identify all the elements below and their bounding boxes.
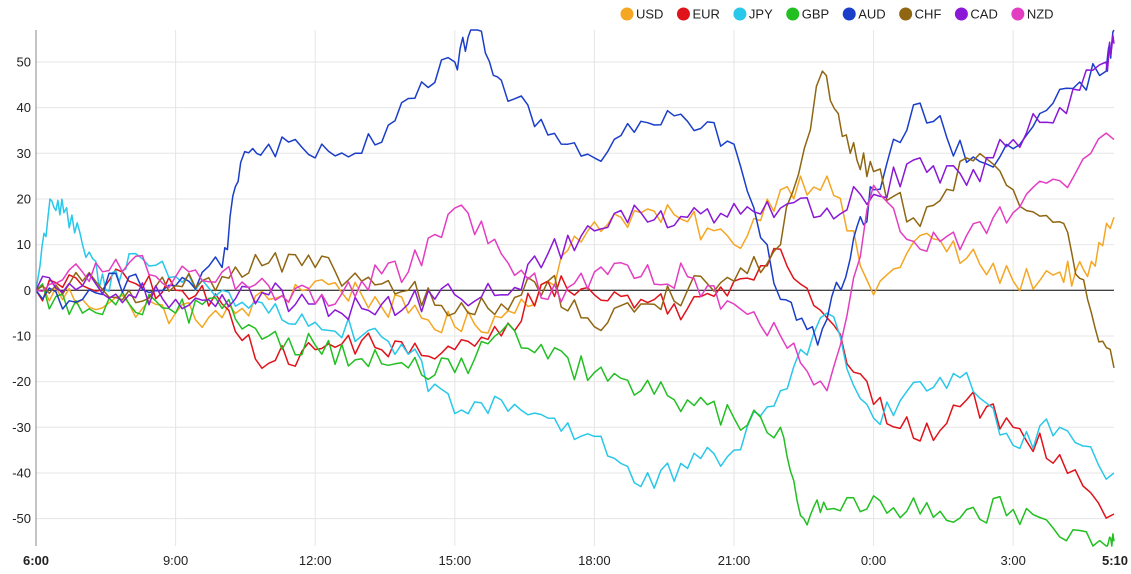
y-tick-label: -10 [12, 328, 31, 343]
y-tick-label: 0 [24, 283, 31, 298]
x-tick-label: 0:00 [861, 553, 886, 568]
legend[interactable]: USD EUR JPY GBP AUD CHF CAD NZD [620, 7, 1054, 22]
y-tick-label: 30 [17, 146, 31, 161]
y-tick-label: -20 [12, 374, 31, 389]
legend-label: AUD [858, 7, 885, 22]
series-line-nzd [35, 132, 1115, 392]
y-tick-label: 40 [17, 100, 31, 115]
series-line-chf [35, 70, 1115, 369]
legend-swatch [842, 7, 856, 21]
x-tick-label: 18:00 [578, 553, 611, 568]
series-line-cad [35, 34, 1115, 321]
legend-swatch [733, 7, 747, 21]
grid [36, 30, 1114, 546]
y-tick-label: 50 [17, 54, 31, 69]
y-tick-label: 10 [17, 237, 31, 252]
legend-label: EUR [692, 7, 719, 22]
legend-label: JPY [749, 7, 773, 22]
y-tick-label: -30 [12, 420, 31, 435]
legend-item-cad[interactable]: CAD [954, 7, 998, 22]
legend-swatch [676, 7, 690, 21]
legend-swatch [954, 7, 968, 21]
x-tick-label: 6:00 [23, 553, 49, 568]
legend-swatch [899, 7, 913, 21]
x-tick-label: 5:10 [1102, 553, 1128, 568]
legend-item-chf[interactable]: CHF [899, 7, 941, 22]
series-line-aud [35, 29, 1115, 346]
y-tick-label: 20 [17, 191, 31, 206]
legend-item-jpy[interactable]: JPY [733, 7, 773, 22]
y-tick-label: -40 [12, 465, 31, 480]
legend-label: NZD [1027, 7, 1054, 22]
legend-swatch [620, 7, 634, 21]
legend-label: CAD [970, 7, 997, 22]
legend-item-nzd[interactable]: NZD [1011, 7, 1054, 22]
x-tick-label: 15:00 [439, 553, 472, 568]
series-lines [35, 29, 1115, 547]
legend-item-eur[interactable]: EUR [676, 7, 720, 22]
x-axis: 6:00 9:00 12:00 15:00 18:00 21:00 0:00 3:00 5:10 [23, 553, 1128, 568]
x-tick-label: 3:00 [1001, 553, 1026, 568]
series-line-gbp [35, 283, 1115, 547]
legend-swatch [1011, 7, 1025, 21]
y-axis: 50 40 30 20 10 0 -10 -20 -30 -40 -50 [12, 30, 37, 546]
series-line-eur [35, 247, 1115, 519]
x-tick-label: 12:00 [299, 553, 332, 568]
legend-label: GBP [802, 7, 829, 22]
legend-item-aud[interactable]: AUD [842, 7, 886, 22]
x-tick-label: 9:00 [163, 553, 188, 568]
y-tick-label: -50 [12, 511, 31, 526]
legend-item-usd[interactable]: USD [620, 7, 664, 22]
legend-label: CHF [915, 7, 942, 22]
legend-item-gbp[interactable]: GBP [786, 7, 829, 22]
series-line-usd [35, 175, 1115, 334]
legend-label: USD [636, 7, 663, 22]
x-tick-label: 21:00 [718, 553, 751, 568]
series-line-jpy [35, 198, 1115, 489]
legend-swatch [786, 7, 800, 21]
